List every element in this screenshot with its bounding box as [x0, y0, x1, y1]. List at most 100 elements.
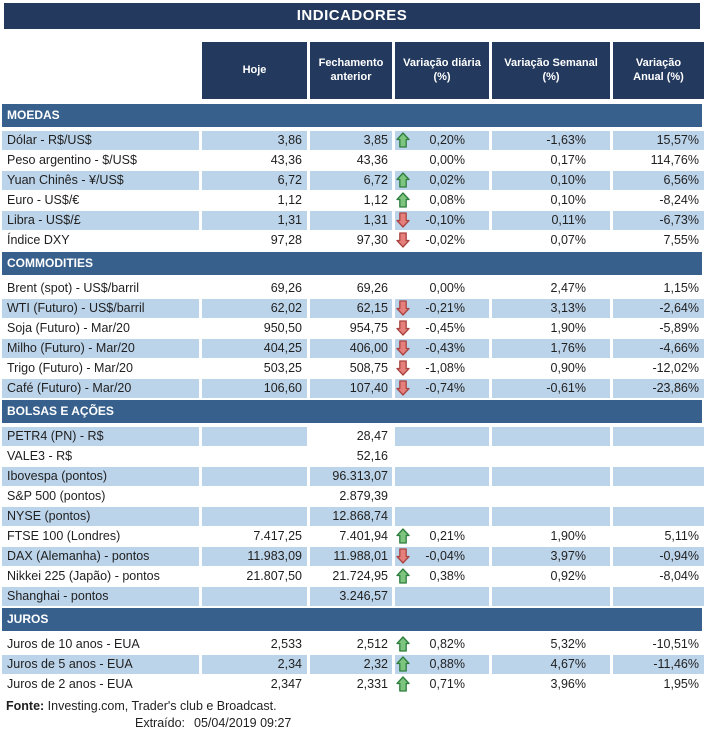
fechamento-cell: 954,75 — [310, 319, 392, 338]
variacao-diaria-value: -0,04% — [425, 549, 465, 563]
row-label: Nikkei 225 (Japão) - pontos — [2, 567, 199, 586]
variacao-semanal-cell: 0,10% — [492, 191, 610, 210]
variacao-semanal-cell: 1,76% — [492, 339, 610, 358]
variacao-diaria-cell: -0,10% — [395, 211, 489, 230]
table-row: Peso argentino - $/US$ 43,36 43,36 0,00% 0,1… — [2, 151, 704, 170]
up-arrow-icon — [396, 192, 410, 208]
hoje-cell: 7.417,25 — [202, 527, 307, 546]
hoje-cell — [202, 427, 307, 446]
up-arrow-icon — [396, 132, 410, 148]
row-label: NYSE (pontos) — [2, 507, 199, 526]
down-arrow-icon — [396, 548, 410, 564]
fechamento-cell: 28,47 — [310, 427, 392, 446]
hoje-cell: 21.807,50 — [202, 567, 307, 586]
table-row: PETR4 (PN) - R$ 28,47 — [2, 427, 704, 446]
row-label: Libra - US$/£ — [2, 211, 199, 230]
table-row: Juros de 5 anos - EUA 2,34 2,32 0,88% 4,67% -… — [2, 655, 704, 674]
variacao-anual-cell: -8,04% — [613, 567, 704, 586]
variacao-diaria-cell — [395, 427, 489, 446]
variacao-semanal-cell: -1,63% — [492, 131, 610, 150]
variacao-diaria-cell: -1,08% — [395, 359, 489, 378]
hoje-cell: 1,12 — [202, 191, 307, 210]
variacao-anual-cell: -11,46% — [613, 655, 704, 674]
fechamento-cell: 1,12 — [310, 191, 392, 210]
hoje-cell: 43,36 — [202, 151, 307, 170]
table-row: Índice DXY 97,28 97,30 -0,02% 0,07% 7,55% — [2, 231, 704, 250]
variacao-anual-cell: 7,55% — [613, 231, 704, 250]
page-title: INDICADORES — [4, 3, 700, 29]
row-label: PETR4 (PN) - R$ — [2, 427, 199, 446]
variacao-diaria-value: 0,02% — [429, 173, 465, 187]
table-row: Soja (Futuro) - Mar/20 950,50 954,75 -0,45%… — [2, 319, 704, 338]
variacao-anual-cell: 1,95% — [613, 675, 704, 694]
source-line: Fonte: Investing.com, Trader's club e Br… — [2, 698, 702, 715]
variacao-diaria-cell: -0,04% — [395, 547, 489, 566]
variacao-diaria-value: -0,74% — [425, 381, 465, 395]
fechamento-cell: 11.988,01 — [310, 547, 392, 566]
variacao-anual-cell: -4,66% — [613, 339, 704, 358]
variacao-semanal-cell — [492, 487, 610, 506]
header-spacer — [2, 42, 199, 99]
hoje-cell: 2,533 — [202, 635, 307, 654]
variacao-diaria-value: -0,10% — [425, 213, 465, 227]
hoje-cell: 2,34 — [202, 655, 307, 674]
variacao-diaria-value: -0,43% — [425, 341, 465, 355]
row-label: Ibovespa (pontos) — [2, 467, 199, 486]
variacao-diaria-value: -0,02% — [425, 233, 465, 247]
variacao-diaria-value: 0,38% — [429, 569, 465, 583]
up-arrow-icon — [396, 172, 410, 188]
variacao-anual-cell: -5,89% — [613, 319, 704, 338]
hoje-cell: 106,60 — [202, 379, 307, 398]
fechamento-cell: 2,512 — [310, 635, 392, 654]
indicators-table: MOEDAS Dólar - R$/US$ 3,86 3,85 0,20% -1,63% 1… — [2, 104, 704, 694]
table-row: Ibovespa (pontos) 96.313,07 — [2, 467, 704, 486]
down-arrow-icon — [396, 340, 410, 356]
variacao-anual-cell: -10,51% — [613, 635, 704, 654]
down-arrow-icon — [396, 212, 410, 228]
variacao-diaria-cell: 0,00% — [395, 279, 489, 298]
row-label: Dólar - R$/US$ — [2, 131, 199, 150]
variacao-diaria-value: -0,21% — [425, 301, 465, 315]
variacao-semanal-cell: 3,13% — [492, 299, 610, 318]
variacao-diaria-value: 0,00% — [429, 281, 465, 295]
table-row: WTI (Futuro) - US$/barril 62,02 62,15 -0,21… — [2, 299, 704, 318]
row-label: FTSE 100 (Londres) — [2, 527, 199, 546]
section-header-juros: JUROS — [2, 608, 702, 631]
extracted-label: Extraído: — [135, 716, 186, 730]
variacao-diaria-cell: 0,00% — [395, 151, 489, 170]
section-header-moedas: MOEDAS — [2, 104, 702, 127]
variacao-diaria-value: 0,82% — [429, 637, 465, 651]
source-label: Fonte: — [6, 699, 45, 713]
down-arrow-icon — [396, 300, 410, 316]
column-header-4: Variação Anual (%) — [613, 42, 704, 99]
variacao-anual-cell — [613, 467, 704, 486]
table-row: Trigo (Futuro) - Mar/20 503,25 508,75 -1,08… — [2, 359, 704, 378]
table-row: Dólar - R$/US$ 3,86 3,85 0,20% -1,63% 15,57% — [2, 131, 704, 150]
down-arrow-icon — [396, 380, 410, 396]
variacao-semanal-cell — [492, 427, 610, 446]
variacao-diaria-cell: -0,74% — [395, 379, 489, 398]
variacao-semanal-cell — [492, 507, 610, 526]
section-header-commodities: COMMODITIES — [2, 252, 702, 275]
table-header: Hoje Fechamento anterior Variação diária (%)… — [2, 42, 704, 99]
fechamento-cell: 7.401,94 — [310, 527, 392, 546]
row-label: WTI (Futuro) - US$/barril — [2, 299, 199, 318]
variacao-anual-cell: -12,02% — [613, 359, 704, 378]
variacao-semanal-cell: 1,90% — [492, 527, 610, 546]
variacao-semanal-cell: 0,10% — [492, 171, 610, 190]
fechamento-cell: 508,75 — [310, 359, 392, 378]
variacao-diaria-cell: 0,21% — [395, 527, 489, 546]
variacao-diaria-cell: -0,45% — [395, 319, 489, 338]
source-text: Investing.com, Trader's club e Broadcast… — [44, 699, 277, 713]
variacao-anual-cell — [613, 507, 704, 526]
variacao-anual-cell: 5,11% — [613, 527, 704, 546]
variacao-diaria-cell: 0,02% — [395, 171, 489, 190]
fechamento-cell: 6,72 — [310, 171, 392, 190]
variacao-diaria-value: 0,21% — [429, 529, 465, 543]
row-label: Índice DXY — [2, 231, 199, 250]
table-row: Euro - US$/€ 1,12 1,12 0,08% 0,10% -8,24% — [2, 191, 704, 210]
table-row: Yuan Chinês - ¥/US$ 6,72 6,72 0,02% 0,10% 6,5… — [2, 171, 704, 190]
variacao-anual-cell: -8,24% — [613, 191, 704, 210]
table-row: Milho (Futuro) - Mar/20 404,25 406,00 -0,43… — [2, 339, 704, 358]
